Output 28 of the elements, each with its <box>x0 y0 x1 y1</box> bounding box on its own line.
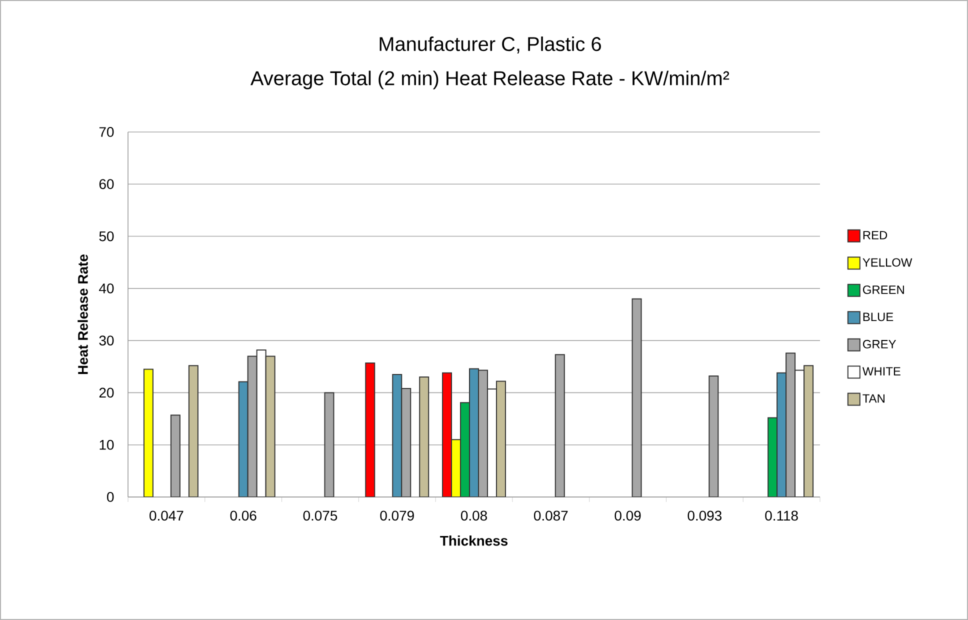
chart-subtitle: Average Total (2 min) Heat Release Rate - KW/min/m² <box>250 70 730 90</box>
x-axis-title: Thickness <box>440 535 508 546</box>
y-tick-label: 40 <box>99 283 114 294</box>
y-tick-label: 50 <box>99 231 114 242</box>
legend-label: WHITE <box>862 367 900 376</box>
chart-title: Manufacturer C, Plastic 6 <box>380 36 601 54</box>
y-tick-label: 10 <box>100 440 114 450</box>
x-tick-label: 0.087 <box>534 510 568 521</box>
y-axis-title: Heat Release Rate <box>78 254 88 374</box>
y-tick-label: 60 <box>99 179 114 190</box>
legend-label: TAN <box>862 394 884 403</box>
y-tick-label: 70 <box>99 127 114 137</box>
legend-label: RED <box>863 231 888 240</box>
x-tick-label: 0.047 <box>150 510 184 521</box>
x-tick-label: 0.118 <box>765 510 798 521</box>
x-tick-label: 0.079 <box>380 510 414 521</box>
legend-label: BLUE <box>863 312 894 322</box>
x-tick-label: 0.08 <box>460 510 487 521</box>
legend-label: GREEN <box>862 286 904 294</box>
legend-label: GREY <box>862 340 896 348</box>
y-tick-label: 20 <box>99 388 114 398</box>
x-tick-label: 0.093 <box>688 510 722 521</box>
y-tick-label: 0 <box>107 492 114 502</box>
x-tick-label: 0.075 <box>303 510 338 521</box>
x-tick-label: 0.06 <box>230 510 256 521</box>
x-tick-label: 0.09 <box>614 510 641 521</box>
y-tick-label: 30 <box>99 336 114 346</box>
legend-label: YELLOW <box>862 258 912 267</box>
